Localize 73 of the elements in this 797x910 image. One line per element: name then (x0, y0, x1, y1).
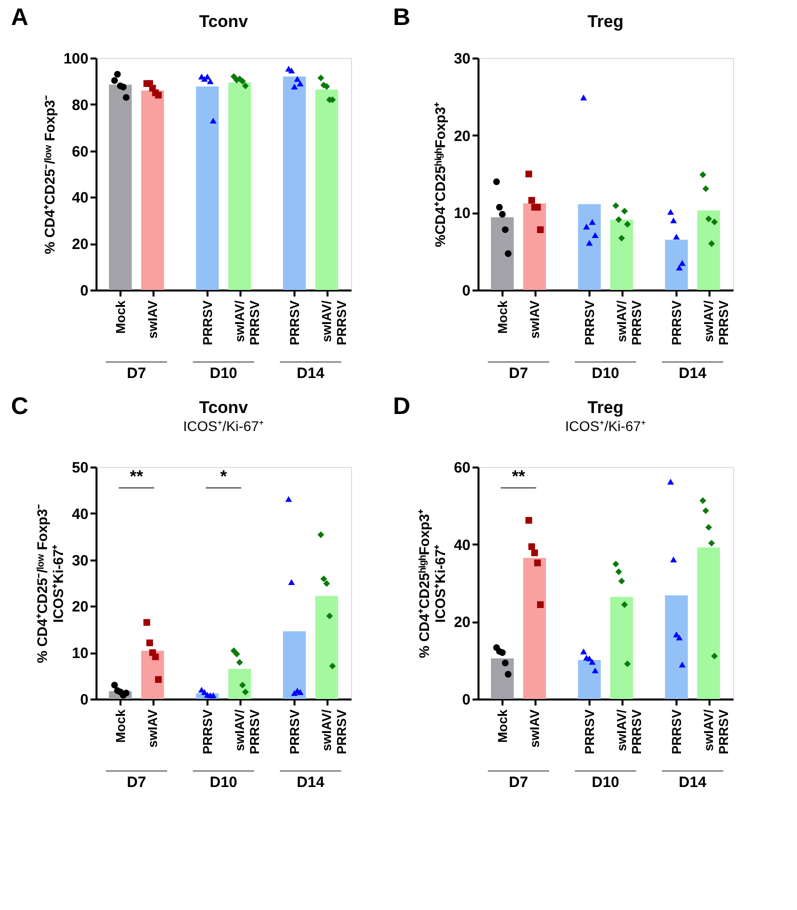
text: D (393, 393, 410, 420)
chart-title: Treg (588, 12, 624, 31)
x-tick-label: PRRSV (668, 300, 684, 346)
y-tick-label: 40 (72, 506, 88, 523)
y-axis-title: % CD4⁺CD25ʰⁱᵍʰFoxp3⁺ ICOS⁺Ki-67⁺ (416, 508, 448, 658)
x-tick-label: PRRSV (582, 709, 597, 754)
text: D10 (210, 774, 238, 791)
y-tick-label: 10 (454, 205, 470, 222)
y-tick-label: 50 (72, 460, 88, 476)
text: D10 (592, 774, 620, 791)
x-tick-label: PRRSV (200, 300, 215, 346)
x-tick-label: swIAV (527, 709, 542, 748)
x-tick-label: swIAV/PRRSV (701, 300, 732, 346)
annotation: * (220, 466, 228, 486)
x-tick-label: swIAV (145, 709, 160, 748)
x-tick-label: Mock (112, 708, 128, 743)
y-tick-label: 10 (72, 645, 88, 662)
y-tick-label: 0 (80, 692, 88, 708)
x-tick-label: swIAV/PRRSV (319, 709, 350, 754)
annotation: ** (130, 466, 144, 486)
y-axis-title: % CD4⁺CD25⁻/ˡᵒʷ Foxp3⁻ ICOS⁺Ki-67⁺ (34, 504, 66, 664)
text: D14 (296, 365, 325, 382)
x-tick-label: PRRSV (286, 709, 302, 754)
x-tick-label: swIAV (145, 300, 160, 339)
x-tick-label: swIAV/PRRSV (701, 709, 732, 754)
y-tick-label: 20 (454, 128, 470, 145)
x-tick-label: Mock (494, 300, 510, 334)
y-tick-label: 20 (72, 236, 88, 254)
y-tick-label: 20 (72, 598, 88, 616)
x-tick-label: Mock (494, 708, 510, 743)
y-tick-label: 60 (72, 143, 88, 160)
y-axis-title: % CD4⁺CD25⁻/ˡᵒʷ Foxp3⁻ (41, 94, 58, 254)
y-tick-label: 20 (454, 614, 470, 632)
text: D7 (508, 365, 528, 382)
y-tick-label: 0 (80, 282, 88, 300)
text: C (11, 393, 28, 420)
chart-title: Tconv (199, 12, 248, 31)
text: D14 (296, 774, 325, 791)
chart-title: Tconv (199, 398, 248, 417)
y-tick-label: 0 (462, 692, 470, 708)
text: D10 (210, 365, 238, 382)
y-tick-label: 80 (72, 96, 88, 114)
x-tick-label: swIAV/PRRSV (232, 709, 262, 754)
text: D7 (126, 365, 146, 382)
x-tick-label: PRRSV (286, 300, 302, 346)
x-tick-label: PRRSV (668, 709, 684, 754)
x-tick-label: PRRSV (582, 300, 597, 346)
text: D7 (126, 774, 146, 791)
y-tick-label: 40 (72, 190, 88, 207)
chart-title: Treg (588, 398, 624, 417)
x-tick-label: swIAV/PRRSV (319, 300, 350, 346)
y-tick-label: 100 (63, 50, 88, 68)
x-tick-label: swIAV (527, 300, 542, 339)
x-tick-label: swIAV/PRRSV (614, 709, 644, 754)
x-tick-label: swIAV/PRRSV (614, 300, 644, 346)
text: D10 (592, 365, 620, 382)
text: A (11, 4, 28, 31)
y-tick-label: 30 (454, 50, 470, 68)
y-tick-label: 40 (454, 536, 470, 554)
x-tick-label: PRRSV (200, 709, 215, 754)
x-tick-label: Mock (112, 300, 128, 334)
chart-subtitle: ICOS⁺/Ki-67⁺ (565, 418, 646, 434)
y-tick-label: 30 (72, 552, 88, 570)
y-tick-label: 0 (462, 282, 470, 300)
y-axis-title: %CD4⁺CD25ʰⁱᵍʰFoxp3⁺ (432, 102, 448, 248)
text: B (393, 4, 410, 31)
text: D7 (508, 774, 528, 791)
x-tick-label: swIAV/PRRSV (232, 300, 262, 346)
y-tick-label: 60 (454, 460, 470, 476)
chart-subtitle: ICOS⁺/Ki-67⁺ (183, 418, 264, 434)
text: D14 (678, 365, 707, 382)
text: D14 (678, 774, 707, 791)
annotation: ** (512, 466, 526, 486)
